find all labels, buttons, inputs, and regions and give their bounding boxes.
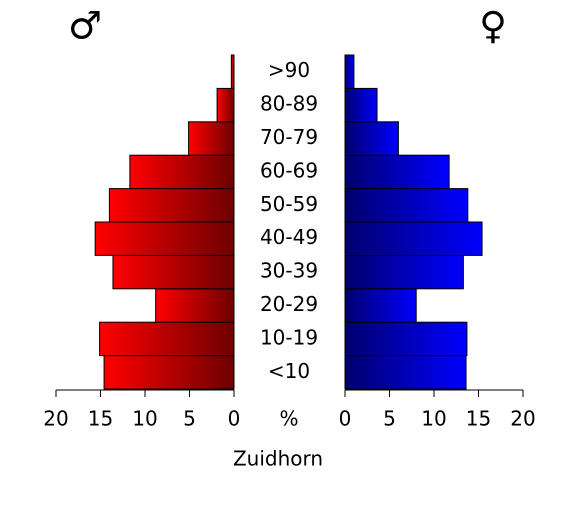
legend-male: ♂ <box>68 4 102 48</box>
category-label: 40-49 <box>260 225 318 249</box>
bar <box>112 254 235 290</box>
bar <box>344 221 483 256</box>
bar <box>94 221 235 256</box>
bar <box>188 121 235 156</box>
bar <box>344 288 417 323</box>
category-label: >90 <box>268 58 310 82</box>
category-label: 80-89 <box>260 92 318 116</box>
x-tick-label: 0 <box>339 407 352 431</box>
x-tick-label: 5 <box>183 407 196 431</box>
x-tick-label: 0 <box>228 407 241 431</box>
bar <box>344 87 378 123</box>
bar <box>99 321 235 357</box>
x-tick-label: 5 <box>383 407 396 431</box>
category-label: 10-19 <box>260 325 318 349</box>
bar <box>216 87 235 123</box>
category-label: 70-79 <box>260 125 318 149</box>
x-tick-label: 20 <box>43 407 68 431</box>
chart-title: Zuidhorn <box>233 447 323 471</box>
x-tick-label: 20 <box>510 407 535 431</box>
bar <box>344 54 355 89</box>
axis-label: % <box>279 407 298 431</box>
bar <box>108 188 235 223</box>
bar <box>129 154 235 190</box>
bar <box>230 54 235 89</box>
bar <box>344 321 468 357</box>
category-label: 20-29 <box>260 292 318 316</box>
bar <box>344 188 469 223</box>
bar <box>155 288 235 323</box>
legend-female: ♀ <box>479 4 507 48</box>
x-tick-label: 10 <box>132 407 157 431</box>
category-label: <10 <box>268 359 310 383</box>
x-tick-label: 15 <box>466 407 491 431</box>
bar <box>344 355 467 390</box>
category-label: 50-59 <box>260 192 318 216</box>
x-tick-label: 10 <box>421 407 446 431</box>
x-tick-label: 15 <box>88 407 113 431</box>
category-label: 60-69 <box>260 158 318 182</box>
category-label: 30-39 <box>260 259 318 283</box>
bar <box>344 121 399 156</box>
bar <box>344 254 464 290</box>
bar <box>103 355 235 390</box>
bar <box>344 154 450 190</box>
